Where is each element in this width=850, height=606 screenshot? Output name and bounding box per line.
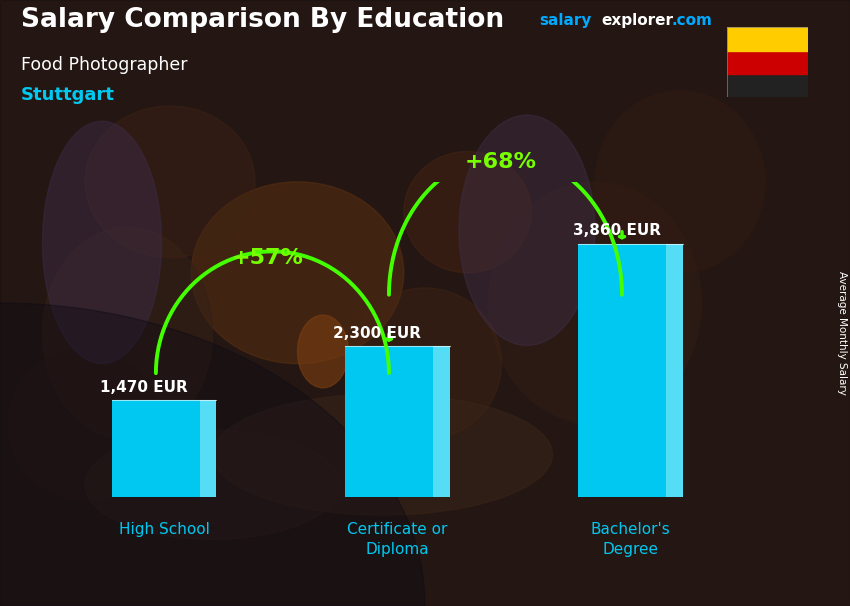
Ellipse shape <box>595 91 765 273</box>
Text: Average Monthly Salary: Average Monthly Salary <box>837 271 847 395</box>
Text: +68%: +68% <box>465 152 537 171</box>
Text: 2,300 EUR: 2,300 EUR <box>333 325 422 341</box>
FancyBboxPatch shape <box>111 401 200 497</box>
Ellipse shape <box>85 430 340 539</box>
Polygon shape <box>200 401 217 497</box>
Text: Salary Comparison By Education: Salary Comparison By Education <box>21 7 504 33</box>
Bar <box>727 27 808 50</box>
Ellipse shape <box>489 182 701 424</box>
Ellipse shape <box>459 115 595 345</box>
Text: .com: .com <box>672 13 712 28</box>
Ellipse shape <box>191 182 404 364</box>
Ellipse shape <box>42 121 162 364</box>
Text: Food Photographer: Food Photographer <box>21 56 188 74</box>
Ellipse shape <box>298 315 348 388</box>
Ellipse shape <box>42 227 212 439</box>
Polygon shape <box>434 346 450 497</box>
Bar <box>727 74 808 97</box>
Ellipse shape <box>212 394 552 515</box>
Bar <box>727 50 808 74</box>
Ellipse shape <box>85 106 255 258</box>
Text: explorer: explorer <box>601 13 673 28</box>
Ellipse shape <box>0 303 425 606</box>
FancyBboxPatch shape <box>344 346 434 497</box>
Text: High School: High School <box>119 522 209 537</box>
Text: Bachelor's
Degree: Bachelor's Degree <box>590 522 670 557</box>
Text: Certificate or
Diploma: Certificate or Diploma <box>347 522 447 557</box>
Ellipse shape <box>348 288 502 439</box>
Text: 1,470 EUR: 1,470 EUR <box>100 380 188 395</box>
Text: Stuttgart: Stuttgart <box>21 86 115 104</box>
Ellipse shape <box>404 152 531 273</box>
Text: 3,860 EUR: 3,860 EUR <box>574 223 661 238</box>
FancyBboxPatch shape <box>578 244 666 497</box>
Polygon shape <box>666 244 683 497</box>
Ellipse shape <box>8 348 162 500</box>
Text: salary: salary <box>540 13 592 28</box>
Text: +57%: +57% <box>232 248 303 268</box>
